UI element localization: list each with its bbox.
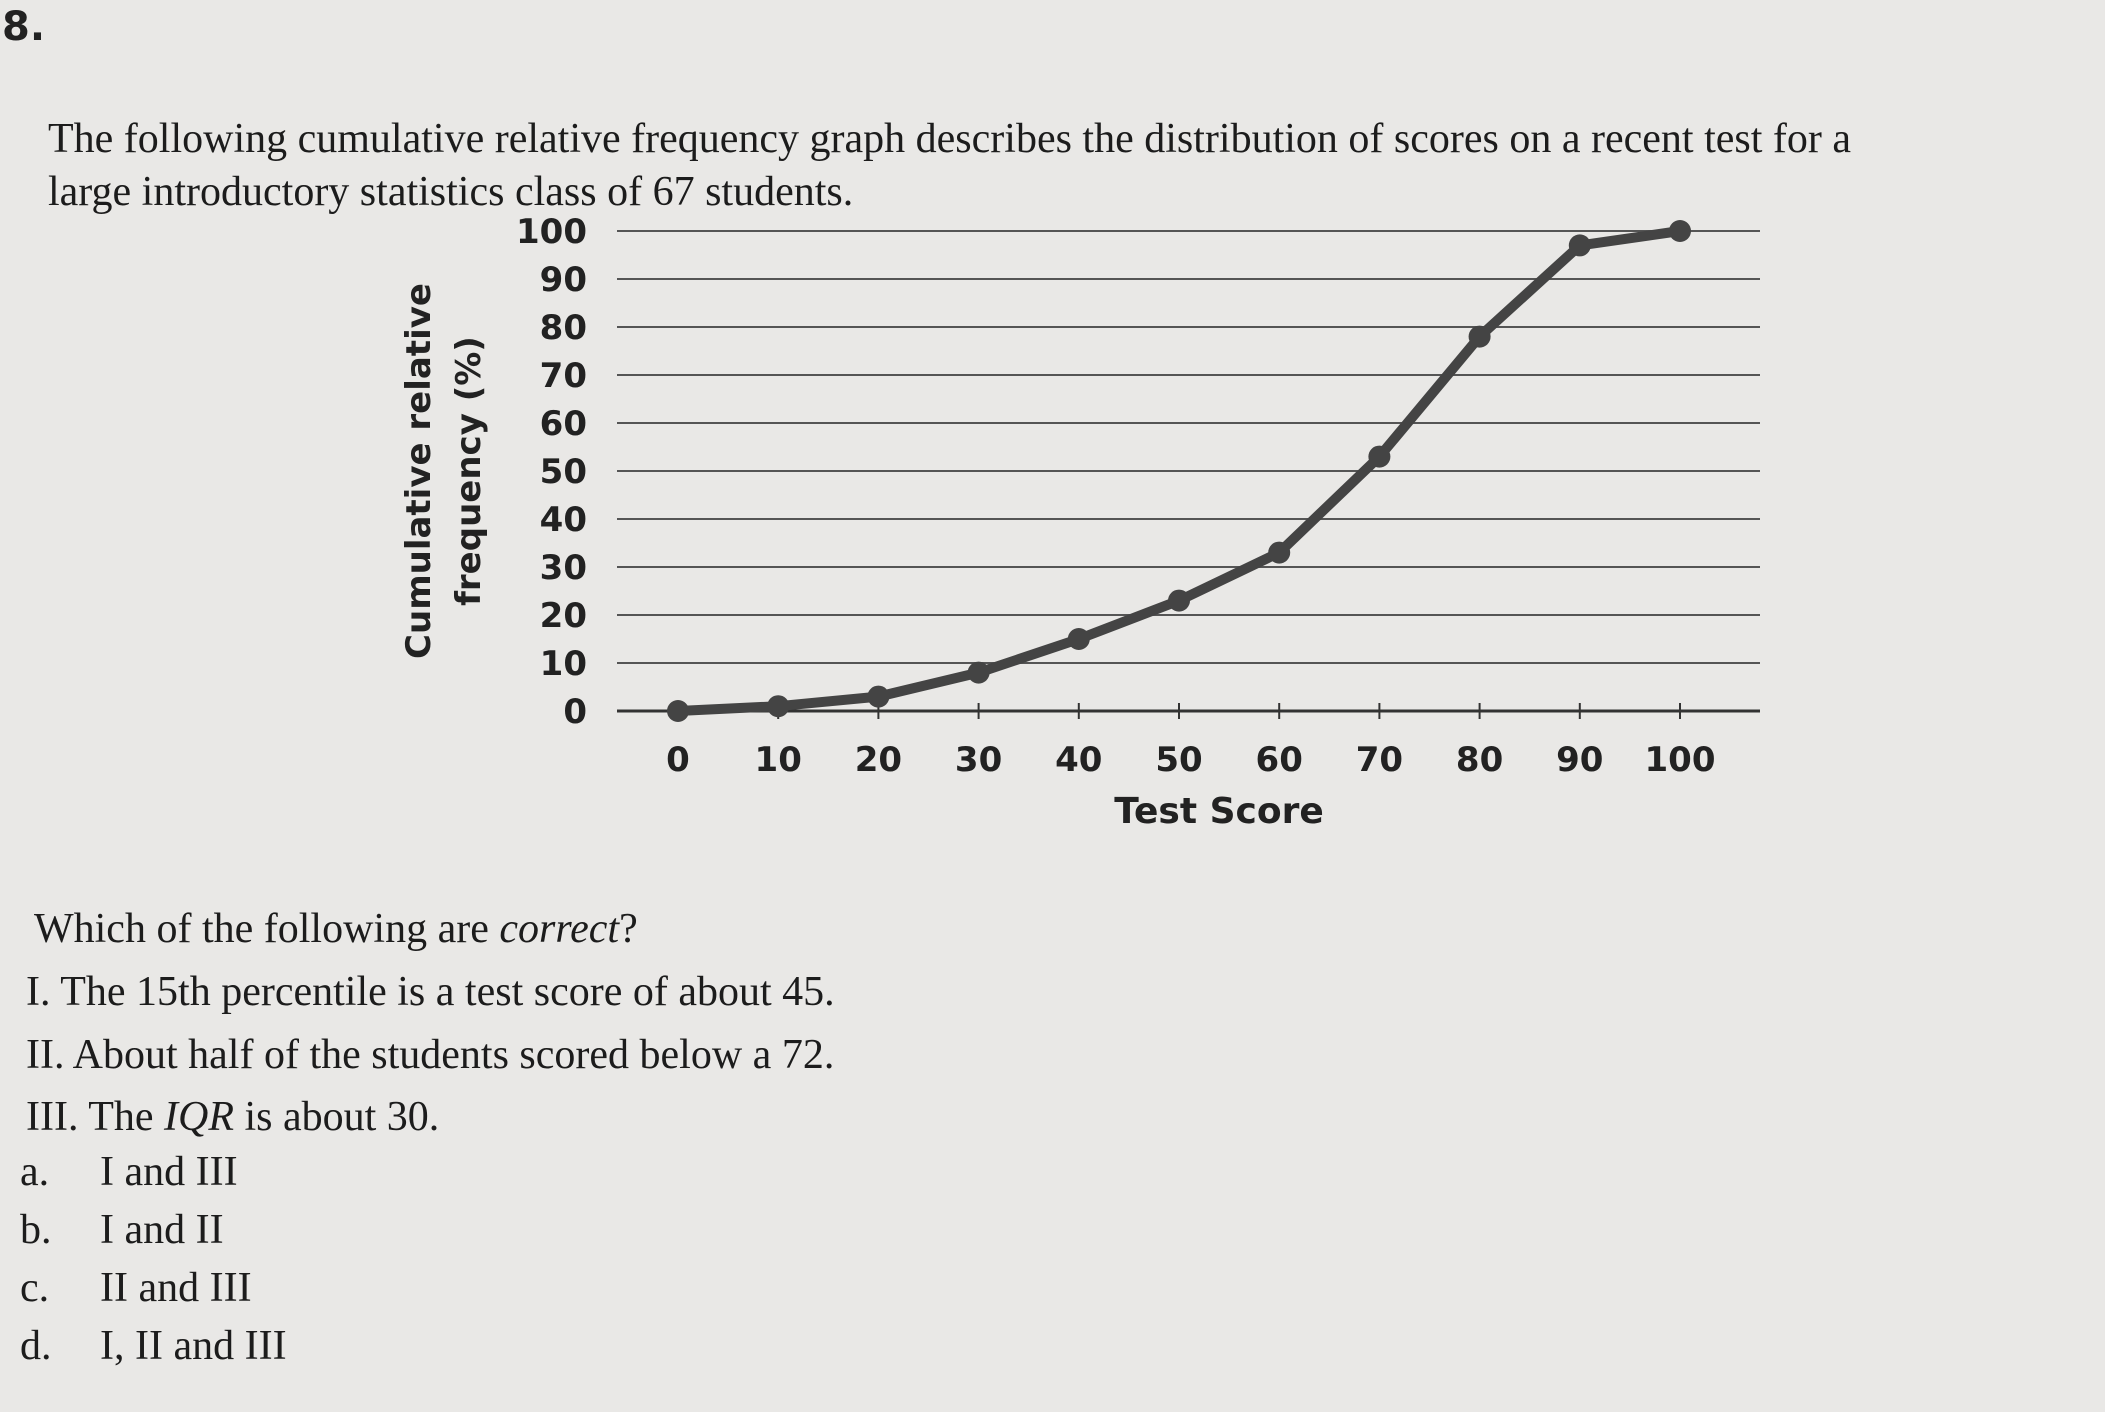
chart: 0 10 20 30 40 50 60 70 80 90 100 0 10 20 30 40 50 60 70 80 9…: [399, 212, 1760, 832]
point: [1468, 325, 1491, 348]
x-axis-label: Test Score: [1114, 791, 1324, 832]
y-tick-label: 30: [540, 548, 587, 588]
intro-line: large introductory statistics class of 6…: [48, 169, 853, 215]
y-axis-label: frequency (%): [449, 336, 489, 606]
x-tick-label: 30: [955, 740, 1002, 780]
x-tick-label: 0: [666, 740, 690, 780]
y-tick-label: 60: [540, 404, 587, 444]
y-tick-label: 20: [540, 596, 587, 636]
question-number: 8.: [2, 4, 45, 50]
x-tick-label: 80: [1456, 740, 1503, 780]
statement-text: is about 30.: [234, 1094, 439, 1140]
point: [967, 661, 990, 684]
option-letter: c.: [20, 1265, 49, 1311]
y-tick-label: 0: [563, 692, 587, 732]
statement-text: IQR: [163, 1094, 234, 1140]
y-axis-label: Cumulative relative: [399, 283, 439, 659]
option-text: I, II and III: [100, 1323, 287, 1369]
x-tick-label: 10: [755, 740, 802, 780]
x-tick-label: 40: [1055, 740, 1102, 780]
point: [1568, 234, 1591, 257]
x-tick-label: 100: [1645, 740, 1716, 780]
option-text: I and II: [100, 1207, 224, 1253]
statement: I. The 15th percentile is a test score o…: [26, 969, 835, 1015]
question-text: correct: [499, 906, 620, 952]
x-tick-label: 70: [1356, 740, 1403, 780]
point: [767, 695, 790, 718]
y-tick-label: 10: [540, 644, 587, 684]
y-tick-label: 90: [540, 260, 587, 300]
point: [1268, 541, 1291, 564]
statement-text: III. The: [26, 1094, 164, 1140]
x-tick-label: 60: [1256, 740, 1303, 780]
question-text: ?: [619, 906, 638, 952]
x-tick-label: 50: [1155, 740, 1202, 780]
y-tick-label: 40: [540, 500, 587, 540]
y-tick-label: 100: [516, 212, 587, 252]
point: [1067, 628, 1090, 650]
point: [1168, 589, 1190, 612]
point: [867, 685, 890, 708]
option-text: II and III: [100, 1265, 252, 1311]
intro-line: The following cumulative relative freque…: [48, 116, 1851, 162]
option-letter: b.: [20, 1207, 52, 1253]
option-text: I and III: [100, 1149, 238, 1195]
x-tick-label: 20: [855, 740, 902, 780]
point: [1669, 220, 1691, 242]
x-tick-label: 90: [1556, 740, 1603, 780]
question-text: Which of the following are: [34, 906, 499, 952]
statement: III. The IQR is about 30.: [26, 1094, 439, 1140]
question: Which of the following are correct?: [34, 906, 638, 952]
point: [1368, 445, 1391, 468]
option-letter: d.: [20, 1323, 52, 1369]
y-tick-label: 50: [540, 452, 587, 492]
point: [667, 700, 689, 722]
options: a. I and III b. I and II c. II and III d. I, II…: [20, 1149, 287, 1369]
y-tick-label: 80: [540, 308, 587, 348]
option-letter: a.: [20, 1149, 49, 1195]
y-tick-label: 70: [540, 356, 587, 396]
statement: II. About half of the students scored be…: [26, 1032, 834, 1078]
